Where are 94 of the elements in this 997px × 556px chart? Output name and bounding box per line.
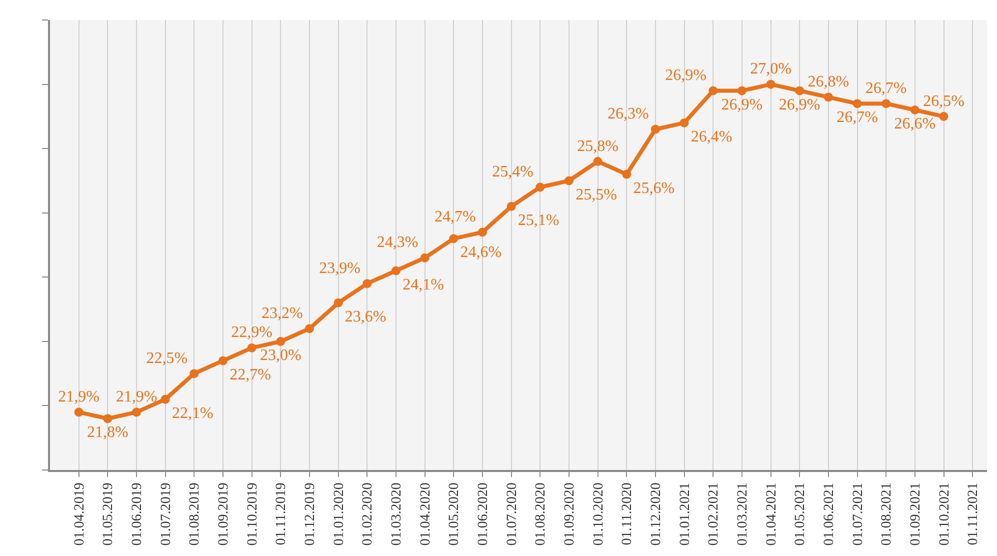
data-label: 21,9% — [116, 388, 158, 406]
data-label: 25,1% — [518, 212, 560, 230]
x-tick-label: 01.05.2021 — [793, 482, 808, 546]
x-tick-label: 01.04.2020 — [418, 482, 434, 546]
point — [622, 170, 632, 179]
x-tick-label: 01.09.2020 — [562, 482, 578, 546]
point — [708, 86, 718, 96]
point — [680, 118, 689, 128]
point — [737, 86, 746, 96]
x-tick-label: 01.12.2019 — [303, 482, 318, 546]
x-tick-label: 01.07.2020 — [504, 482, 520, 546]
x-tick-label: 01.10.2020 — [591, 482, 606, 546]
data-label: 26,7% — [836, 109, 878, 126]
x-tick-label: 01.07.2021 — [850, 482, 866, 546]
point — [852, 99, 862, 108]
point — [362, 279, 372, 288]
x-tick-label: 01.03.2020 — [390, 482, 405, 546]
point — [824, 92, 833, 102]
point — [103, 414, 112, 424]
x-tick-label: 01.10.2021 — [937, 482, 952, 546]
x-tick-label: 01.11.2020 — [620, 482, 636, 546]
x-tick-label: 01.04.2021 — [764, 482, 780, 546]
x-tick-label: 01.06.2019 — [130, 482, 146, 546]
x-tick-label: 01.06.2020 — [476, 482, 492, 546]
x-tick-label: 01.11.2021 — [966, 482, 982, 546]
point — [449, 234, 458, 244]
x-tick-label: 01.01.2021 — [678, 482, 693, 546]
data-label: 25,8% — [577, 138, 618, 155]
data-label: 22,7% — [230, 366, 271, 384]
data-label: 21,8% — [86, 424, 128, 442]
data-label: 24,7% — [434, 208, 476, 226]
data-label: 26,8% — [808, 74, 850, 91]
data-label: 25,4% — [492, 164, 534, 181]
point — [247, 343, 256, 352]
point — [650, 124, 660, 134]
x-tick-label: 01.08.2019 — [188, 482, 203, 546]
data-label: 26,4% — [690, 128, 732, 146]
point — [218, 356, 228, 366]
data-label: 26,3% — [607, 106, 649, 123]
point — [276, 336, 286, 346]
data-label: 23,6% — [344, 308, 386, 326]
point — [190, 369, 199, 378]
point — [420, 253, 430, 262]
point — [939, 112, 948, 121]
point — [506, 202, 516, 211]
point — [304, 324, 314, 334]
point — [74, 408, 84, 417]
point — [160, 394, 170, 404]
data-label: 25,6% — [633, 180, 675, 197]
x-tick-label: 01.08.2020 — [534, 482, 549, 546]
data-label: 22,1% — [172, 404, 214, 422]
point — [910, 106, 920, 114]
x-tick-label: 01.02.2021 — [706, 482, 722, 546]
x-tick-label: 01.05.2019 — [101, 482, 116, 546]
point — [132, 408, 141, 417]
point — [391, 266, 400, 276]
x-tick-label: 01.10.2019 — [245, 482, 260, 546]
data-label: 23,0% — [260, 347, 302, 364]
x-tick-label: 01.01.2020 — [332, 482, 347, 546]
x-tick-label: 01.08.2021 — [880, 482, 895, 546]
point — [766, 80, 776, 89]
data-label: 24,3% — [376, 234, 418, 252]
x-tick-label: 01.03.2021 — [735, 482, 750, 546]
x-tick-label: 01.04.2019 — [72, 482, 88, 546]
data-label: 26,9% — [665, 67, 706, 84]
x-tick-label: 01.09.2021 — [908, 482, 924, 546]
data-label: 22,5% — [146, 350, 188, 367]
x-tick-label: 01.07.2019 — [158, 482, 174, 546]
x-tick-label: 01.11.2019 — [274, 482, 290, 546]
data-label: 27,0% — [750, 60, 792, 78]
data-label: 26,9% — [778, 96, 820, 114]
data-label: 26,5% — [923, 92, 964, 110]
data-label: 24,6% — [460, 244, 502, 262]
data-label: 23,2% — [262, 304, 303, 322]
point — [536, 182, 545, 192]
data-label: 26,7% — [865, 80, 907, 97]
data-label: 26,6% — [894, 116, 936, 133]
x-tick-label: 01.09.2019 — [216, 482, 232, 546]
point — [593, 156, 602, 166]
data-label: 22,9% — [231, 324, 272, 342]
data-label: 24,1% — [402, 276, 444, 294]
x-tick-label: 01.02.2020 — [360, 482, 376, 546]
data-label: 26,9% — [721, 96, 763, 114]
point — [882, 99, 891, 108]
data-label: 25,5% — [576, 186, 617, 204]
point — [478, 228, 487, 237]
data-label: 21,9% — [58, 388, 100, 406]
x-tick-label: 01.12.2020 — [649, 482, 664, 546]
point — [334, 298, 343, 308]
data-label: 23,9% — [319, 260, 361, 277]
x-tick-label: 01.06.2021 — [822, 482, 837, 546]
x-tick-label: 01.05.2020 — [447, 482, 462, 546]
point — [564, 176, 574, 186]
point — [795, 86, 804, 96]
